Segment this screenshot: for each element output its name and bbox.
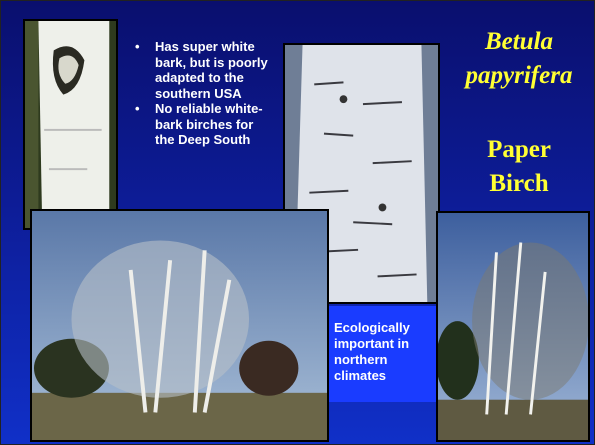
bullet-list: Has super white bark, but is poorly adap…: [133, 39, 273, 148]
common-name: Paper: [449, 133, 589, 167]
photo-trees-left: [30, 209, 329, 442]
common-name: Birch: [449, 167, 589, 201]
species: papyrifera: [449, 59, 589, 93]
title-latin: Betula papyrifera: [449, 25, 589, 93]
bullet: Has super white bark, but is poorly adap…: [133, 39, 273, 101]
photo-trees-right: [436, 211, 590, 442]
bullet: No reliable white-bark birches for the D…: [133, 101, 273, 148]
genus: Betula: [449, 25, 589, 59]
slide: Has super white bark, but is poorly adap…: [0, 0, 595, 445]
caption-box: Ecologically important in northern clima…: [329, 306, 437, 402]
photo-trunk-closeup: [23, 19, 118, 230]
title-common: Paper Birch: [449, 133, 589, 201]
